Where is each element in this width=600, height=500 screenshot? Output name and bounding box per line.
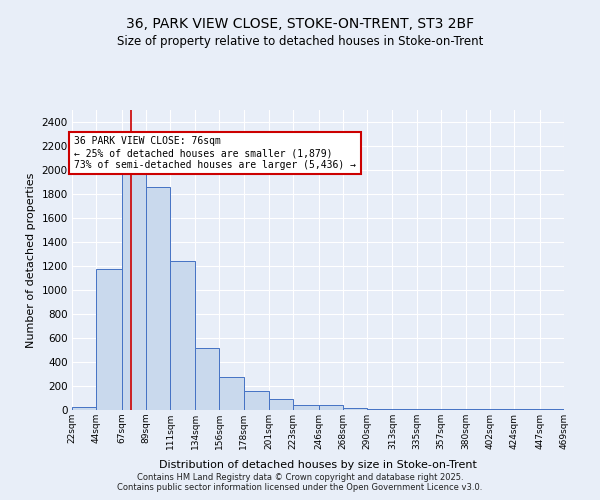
Bar [293,404,319,410]
X-axis label: Distribution of detached houses by size in Stoke-on-Trent: Distribution of detached houses by size … [159,460,477,470]
Text: Contains HM Land Registry data © Crown copyright and database right 2025.
Contai: Contains HM Land Registry data © Crown c… [118,473,482,492]
Text: 36, PARK VIEW CLOSE, STOKE-ON-TRENT, ST3 2BF: 36, PARK VIEW CLOSE, STOKE-ON-TRENT, ST3… [126,18,474,32]
Bar [146,187,170,410]
Bar [392,409,416,410]
Bar [72,407,96,410]
Bar [170,261,195,410]
Bar [220,377,244,410]
Bar [96,269,122,410]
Bar [244,392,269,410]
Text: Size of property relative to detached houses in Stoke-on-Trent: Size of property relative to detached ho… [117,35,483,48]
Bar [195,348,220,410]
Bar [269,399,293,410]
Y-axis label: Number of detached properties: Number of detached properties [26,172,36,348]
Bar [122,170,146,410]
Bar [343,408,367,410]
Bar [367,409,392,410]
Bar [319,405,343,410]
Text: 36 PARK VIEW CLOSE: 76sqm
← 25% of detached houses are smaller (1,879)
73% of se: 36 PARK VIEW CLOSE: 76sqm ← 25% of detac… [74,136,356,170]
